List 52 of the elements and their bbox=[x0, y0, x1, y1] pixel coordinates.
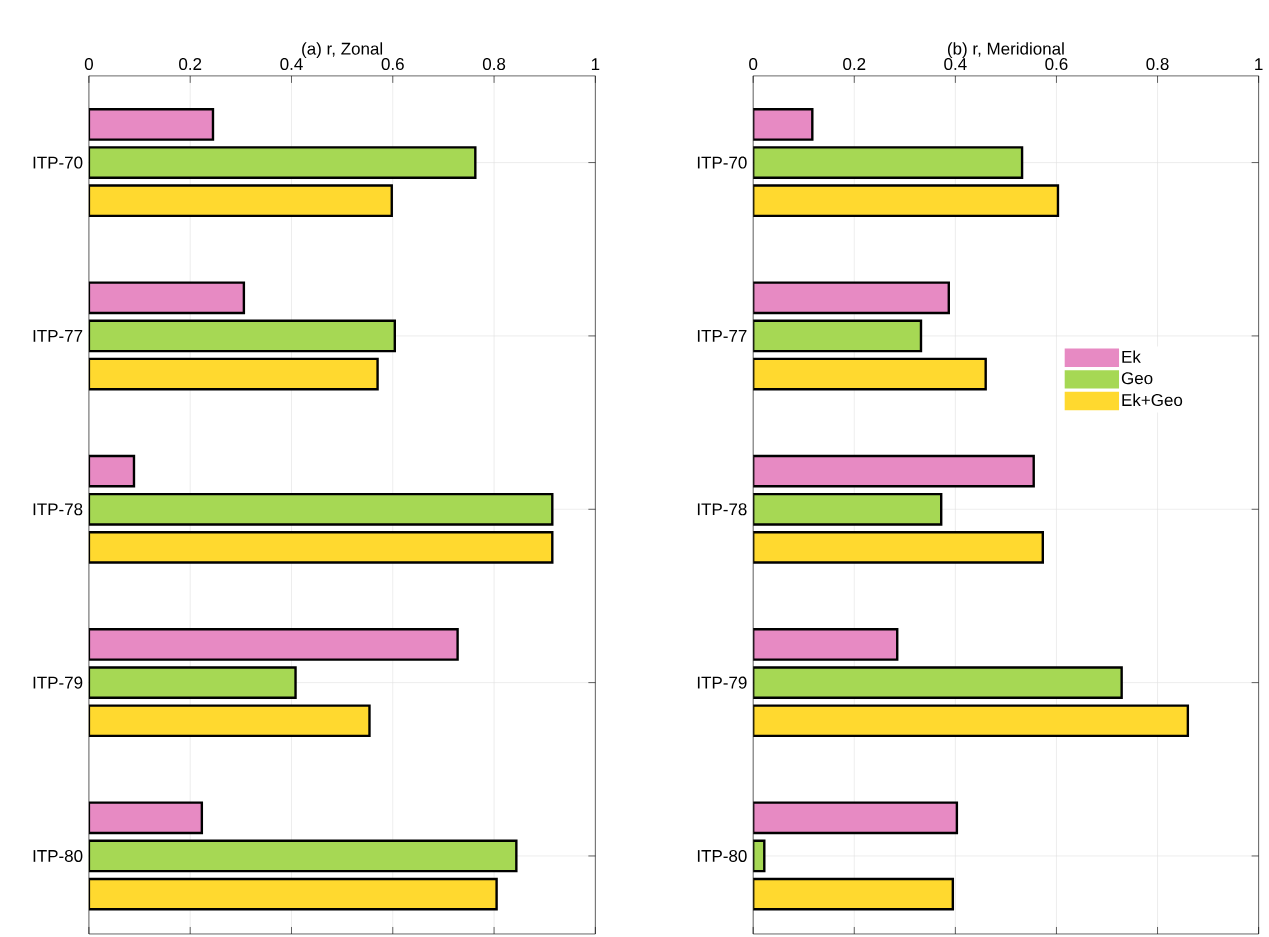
legend-label: Ek bbox=[1122, 350, 1141, 363]
bar bbox=[88, 877, 498, 911]
x-tick-label: 1 bbox=[591, 58, 600, 71]
x-tick-label: 0.2 bbox=[179, 58, 202, 71]
bar bbox=[753, 801, 959, 835]
bar bbox=[88, 108, 215, 141]
bar bbox=[753, 184, 1060, 218]
bar bbox=[753, 146, 1024, 179]
x-tick-label: 1 bbox=[1255, 58, 1263, 71]
bar bbox=[753, 531, 1044, 564]
bar bbox=[88, 531, 554, 564]
y-tick-label: ITP-77 bbox=[33, 330, 83, 342]
bar bbox=[88, 319, 396, 353]
y-tick-label: ITP-80 bbox=[33, 849, 83, 862]
bar bbox=[753, 492, 943, 526]
bar bbox=[88, 146, 477, 179]
bar bbox=[88, 357, 379, 391]
bar bbox=[753, 666, 1123, 699]
y-tick-label: ITP-79 bbox=[697, 676, 747, 689]
x-tick-label: 0.8 bbox=[482, 58, 506, 71]
y-tick-label: ITP-77 bbox=[697, 330, 747, 342]
legend-label: Geo bbox=[1121, 372, 1153, 385]
y-tick-label: ITP-70 bbox=[697, 156, 747, 169]
x-tick-label: 0 bbox=[749, 58, 758, 71]
bar bbox=[753, 704, 1190, 738]
y-tick-label: ITP-78 bbox=[697, 503, 747, 516]
x-tick-label: 0.4 bbox=[280, 58, 303, 71]
chart-title: (b) r, Meridional bbox=[947, 42, 1064, 59]
bar bbox=[88, 666, 297, 699]
legend-label: Ek+Geo bbox=[1122, 393, 1183, 407]
bar bbox=[753, 877, 955, 911]
chart-title: (a) r, Zonal bbox=[302, 42, 383, 59]
x-tick-label: 0.2 bbox=[843, 58, 866, 71]
x-tick-label: 0.6 bbox=[1045, 58, 1068, 71]
bar bbox=[88, 184, 393, 218]
bar bbox=[88, 492, 554, 526]
bar bbox=[88, 801, 204, 835]
x-tick-label: 0.4 bbox=[944, 58, 967, 71]
bar bbox=[753, 281, 950, 315]
y-tick-label: ITP-80 bbox=[697, 849, 747, 862]
bar bbox=[753, 454, 1035, 488]
x-tick-label: 0.8 bbox=[1146, 58, 1169, 71]
y-tick-label: ITP-78 bbox=[33, 503, 83, 516]
bar bbox=[88, 839, 518, 873]
bar bbox=[753, 357, 987, 391]
bar bbox=[88, 281, 246, 315]
y-tick-label: ITP-70 bbox=[33, 156, 83, 169]
bar bbox=[88, 704, 371, 738]
x-tick-label: 0 bbox=[84, 58, 93, 71]
y-tick-label: ITP-79 bbox=[33, 676, 83, 689]
bar bbox=[753, 319, 923, 353]
x-tick-label: 0.6 bbox=[381, 58, 404, 71]
